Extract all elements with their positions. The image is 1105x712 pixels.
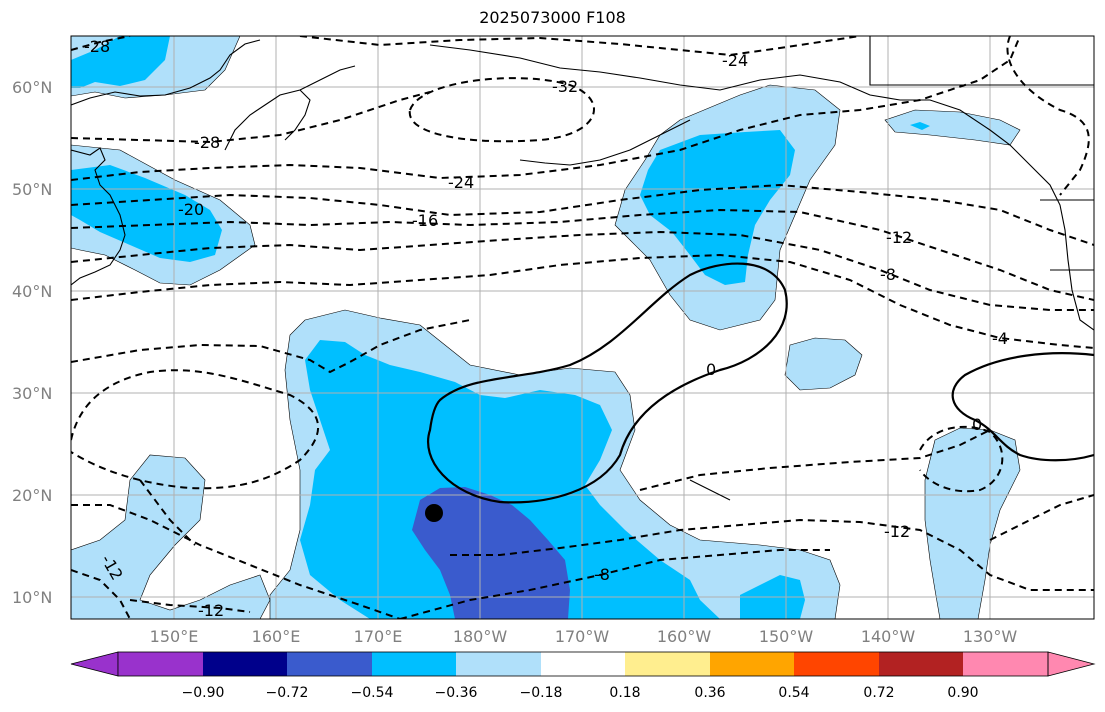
- colorbar-tick: 0.18: [609, 685, 640, 701]
- lon-label: 170°W: [555, 627, 610, 646]
- contour-label: -28: [194, 133, 220, 152]
- map-title: 2025073000 F108: [479, 8, 626, 27]
- colorbar-bin: [794, 652, 879, 676]
- colorbar-tick: −0.36: [435, 685, 478, 701]
- shading-medium-blue: [71, 36, 930, 619]
- contour-label: -8: [594, 565, 610, 584]
- contours-dashed: [71, 36, 1094, 619]
- colorbar-extend-min: [70, 651, 119, 677]
- longitude-labels: 150°E 160°E 170°E 180°W 170°W 160°W 150°…: [150, 627, 1018, 646]
- contour-label: -8: [880, 265, 896, 284]
- lat-label: 60°N: [12, 78, 52, 97]
- colorbar-bin: [456, 652, 541, 676]
- lon-label: 170°E: [354, 627, 403, 646]
- colorbar-tick: 0.90: [947, 685, 978, 701]
- shading-dark-blue: [412, 487, 570, 619]
- colorbar-tick: −0.54: [351, 685, 394, 701]
- map-plot-area: -28 -32 -24 -28 -24 -16 -20 -12 -8 -4 0 …: [71, 36, 1094, 620]
- colorbar-frame: [117, 651, 1049, 677]
- colorbar-bin: [710, 652, 794, 676]
- contour-label: -32: [552, 77, 578, 96]
- colorbar-tick: 0.36: [694, 685, 725, 701]
- contour-label: 0: [972, 415, 982, 434]
- colorbar-ticks: −0.90 −0.72 −0.54 −0.36 −0.18 0.18 0.36 …: [182, 685, 979, 701]
- graticule: [71, 36, 1094, 619]
- contour-label: 0: [706, 360, 716, 379]
- lat-label: 50°N: [12, 180, 52, 199]
- contour-label: -12: [198, 601, 224, 620]
- contours-zero: [427, 262, 1094, 504]
- colorbar-tick: −0.90: [182, 685, 225, 701]
- colorbar-bin: [625, 652, 710, 676]
- colorbar-bin: [287, 652, 372, 676]
- colorbar-tick: −0.18: [520, 685, 563, 701]
- lon-label: 160°E: [252, 627, 301, 646]
- coastlines: [71, 36, 1094, 501]
- contour-label: -4: [992, 329, 1008, 348]
- colorbar-tick: −0.72: [266, 685, 309, 701]
- colorbar-bin: [203, 652, 287, 676]
- storm-marker: [425, 504, 443, 522]
- latitude-labels: 60°N 50°N 40°N 30°N 20°N 10°N: [12, 78, 52, 607]
- lon-label: 160°W: [657, 627, 712, 646]
- lon-label: 150°E: [150, 627, 199, 646]
- plot-frame: [70, 35, 1095, 620]
- contour-label: -12: [884, 522, 910, 541]
- contour-label: -24: [448, 173, 474, 192]
- lat-label: 10°N: [12, 588, 52, 607]
- contour-label: -24: [722, 51, 748, 70]
- contour-label: -28: [84, 37, 110, 56]
- lat-label: 40°N: [12, 282, 52, 301]
- contour-label: -12: [886, 228, 912, 247]
- contour-label: -20: [178, 200, 204, 219]
- colorbar-bin: [541, 652, 625, 676]
- colorbar: −0.90 −0.72 −0.54 −0.36 −0.18 0.18 0.36 …: [70, 651, 1096, 701]
- lon-label: 140°W: [861, 627, 916, 646]
- lat-label: 30°N: [12, 384, 52, 403]
- colorbar-bin: [372, 652, 456, 676]
- colorbar-extend-max: [1047, 651, 1096, 677]
- colorbar-bin: [963, 652, 1048, 676]
- contour-label: -16: [412, 211, 438, 230]
- colorbar-bin: [879, 652, 963, 676]
- colorbar-bin: [118, 652, 203, 676]
- lon-label: 180°W: [453, 627, 508, 646]
- colorbar-tick: 0.72: [863, 685, 894, 701]
- lon-label: 150°W: [759, 627, 814, 646]
- lon-label: 130°W: [963, 627, 1018, 646]
- lat-label: 20°N: [12, 486, 52, 505]
- colorbar-tick: 0.54: [778, 685, 809, 701]
